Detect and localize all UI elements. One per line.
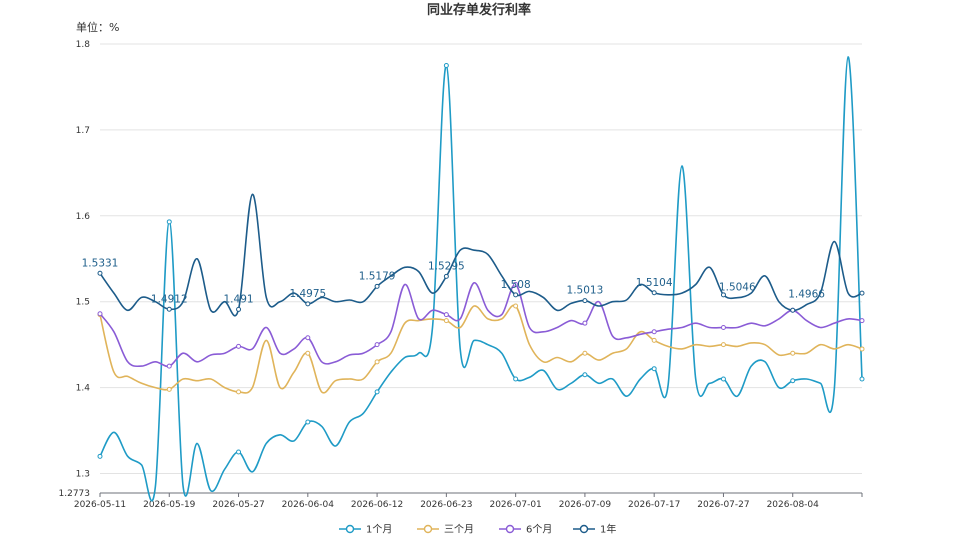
data-point xyxy=(651,366,657,372)
x-tick-label: 2026-06-04 xyxy=(282,500,335,510)
legend-item[interactable]: 6个月 xyxy=(499,524,552,536)
data-point xyxy=(443,273,449,279)
unit-label: 单位：% xyxy=(76,20,119,34)
data-point xyxy=(720,292,726,298)
x-tick-label: 2026-06-12 xyxy=(351,500,403,510)
x-tick-label: 2026-07-27 xyxy=(697,500,749,510)
data-label: 1.4975 xyxy=(289,288,326,300)
data-point xyxy=(374,389,380,395)
data-label: 1.508 xyxy=(501,279,531,291)
legend-circle-icon xyxy=(345,524,355,534)
data-point xyxy=(236,449,242,455)
data-point xyxy=(582,298,588,304)
data-point xyxy=(582,372,588,378)
data-point xyxy=(790,378,796,384)
data-point xyxy=(236,306,242,312)
data-point xyxy=(166,363,172,369)
data-point xyxy=(443,312,449,318)
x-tick-label: 2026-06-23 xyxy=(420,500,472,510)
x-tick-label: 2026-07-09 xyxy=(559,500,612,510)
y-tick-label: 1.6 xyxy=(76,212,91,222)
data-point xyxy=(166,386,172,392)
data-point xyxy=(374,342,380,348)
data-point xyxy=(513,292,519,298)
data-point xyxy=(97,453,103,459)
x-tick-label: 2026-05-11 xyxy=(74,500,126,510)
grid xyxy=(100,43,862,475)
y-tick-label: 1.8 xyxy=(76,40,91,50)
data-point xyxy=(859,346,865,352)
legend-label: 6个月 xyxy=(526,524,552,536)
x-tick-label: 2026-05-19 xyxy=(143,500,196,510)
data-point xyxy=(305,419,311,425)
data-label: 1.5104 xyxy=(636,277,673,289)
chart-title: 同业存单发行利率 xyxy=(427,2,531,18)
data-point xyxy=(513,376,519,382)
data-point xyxy=(513,303,519,309)
series-line-3 xyxy=(99,193,863,317)
data-label: 1.5295 xyxy=(428,260,465,272)
axes: 1.2773 1.3 1.4 1.5 1.6 1.7 1.8 2026-05-11 2026-0… xyxy=(59,40,863,510)
data-point xyxy=(305,301,311,307)
data-label: 1.491 xyxy=(224,293,254,305)
data-point xyxy=(582,350,588,356)
x-tick-label: 2026-05-27 xyxy=(212,500,264,510)
legend[interactable]: 1个月 三个月 6个月 1年 xyxy=(339,523,616,536)
legend-label: 1个月 xyxy=(366,524,392,536)
x-tick-label: 2026-07-17 xyxy=(628,500,680,510)
data-point xyxy=(374,283,380,289)
data-labels: 1.5331 1.4912 1.491 1.4975 1.5179 1.5295 1.508… xyxy=(82,257,826,305)
series-line-0 xyxy=(99,56,863,502)
data-point xyxy=(97,311,103,317)
x-tick-label: 2026-07-01 xyxy=(489,500,541,510)
legend-label: 1年 xyxy=(600,523,616,536)
data-label: 1.5013 xyxy=(567,285,604,297)
data-point xyxy=(443,318,449,324)
data-point xyxy=(651,337,657,343)
series-group xyxy=(97,56,865,502)
y-tick-label: 1.4 xyxy=(76,384,91,394)
legend-item[interactable]: 1个月 xyxy=(339,524,392,536)
legend-item[interactable]: 三个月 xyxy=(417,524,474,536)
legend-circle-icon xyxy=(505,524,515,534)
legend-label: 三个月 xyxy=(444,524,474,536)
data-point xyxy=(859,376,865,382)
data-point xyxy=(720,342,726,348)
data-point xyxy=(305,350,311,356)
data-point xyxy=(790,307,796,313)
data-point xyxy=(236,343,242,349)
y-tick-label: 1.7 xyxy=(76,126,90,136)
data-point xyxy=(513,282,519,288)
data-label: 1.4966 xyxy=(788,289,825,301)
data-point xyxy=(651,329,657,335)
y-tick-label: 1.3 xyxy=(76,470,90,480)
data-label: 1.4912 xyxy=(151,293,188,305)
data-point xyxy=(651,290,657,296)
legend-circle-icon xyxy=(423,524,433,534)
data-point xyxy=(97,270,103,276)
data-point xyxy=(859,318,865,324)
data-label: 1.5046 xyxy=(719,282,756,294)
data-point xyxy=(790,350,796,356)
data-point xyxy=(720,324,726,330)
data-point xyxy=(859,290,865,296)
series-line-2 xyxy=(99,282,863,368)
y-tick-label: 1.2773 xyxy=(59,489,91,499)
data-point xyxy=(374,359,380,365)
y-tick-label: 1.5 xyxy=(76,298,90,308)
legend-item[interactable]: 1年 xyxy=(573,523,616,536)
x-tick-label: 2026-08-04 xyxy=(767,500,820,510)
data-point xyxy=(443,62,449,68)
data-point xyxy=(720,376,726,382)
data-point xyxy=(166,219,172,225)
data-label: 1.5331 xyxy=(82,257,119,269)
data-point xyxy=(305,335,311,341)
data-point xyxy=(166,306,172,312)
data-label: 1.5179 xyxy=(359,270,396,282)
legend-circle-icon xyxy=(579,524,589,534)
data-point xyxy=(236,389,242,395)
data-point xyxy=(582,320,588,326)
series-line-1 xyxy=(99,304,863,394)
